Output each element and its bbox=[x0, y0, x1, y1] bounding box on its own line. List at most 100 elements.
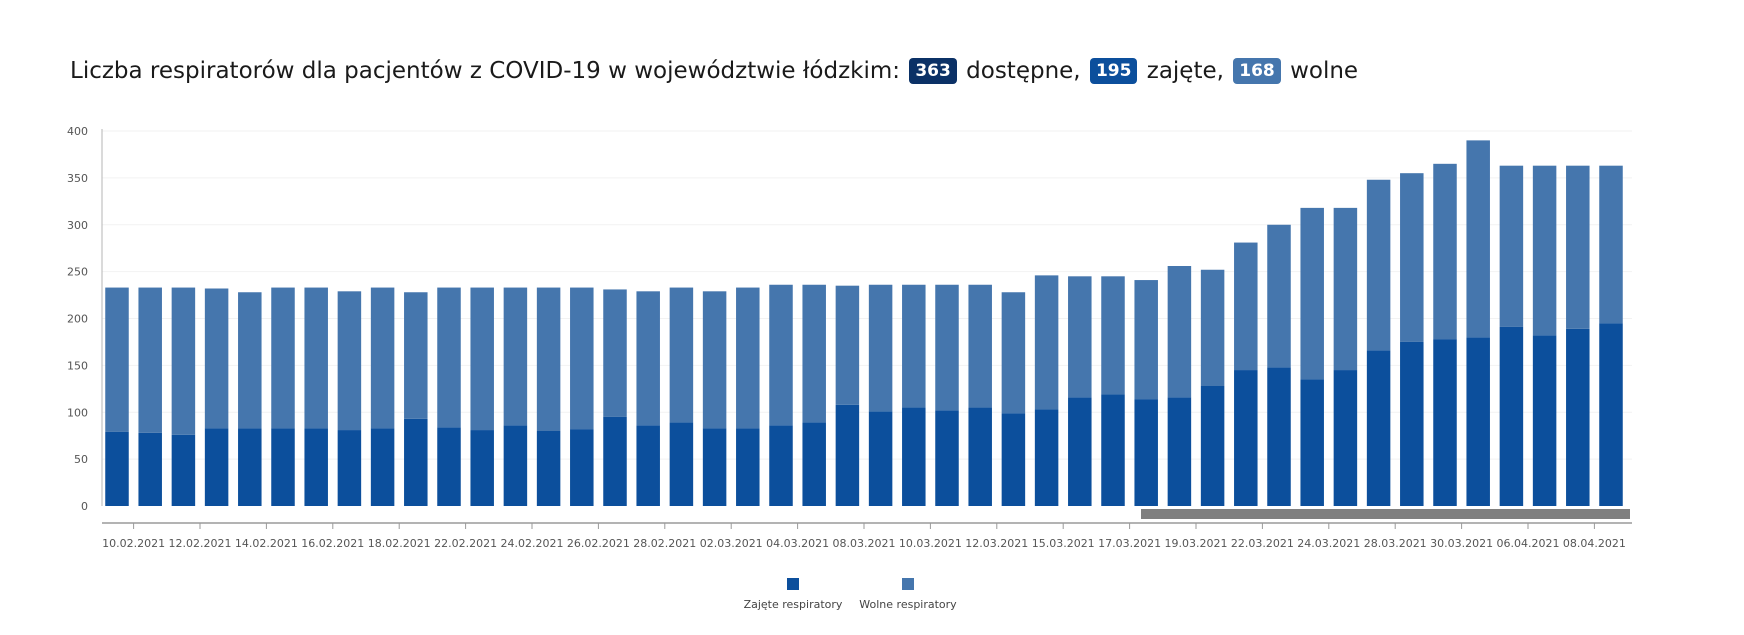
x-tick-label: 28.03.2021 bbox=[1364, 537, 1427, 550]
bar-free bbox=[603, 289, 627, 417]
bar-free bbox=[968, 284, 992, 408]
available-count-badge: 363 bbox=[909, 58, 957, 84]
bar-occupied bbox=[1366, 350, 1391, 506]
bar-occupied bbox=[1001, 413, 1026, 506]
bar-occupied bbox=[1499, 326, 1524, 506]
bar-occupied bbox=[868, 411, 893, 506]
bar-free bbox=[835, 285, 860, 405]
bar-free bbox=[105, 287, 129, 432]
bar-occupied bbox=[1566, 328, 1590, 506]
x-tick-label: 22.02.2021 bbox=[434, 537, 497, 550]
bar-occupied bbox=[1466, 337, 1490, 506]
bar-occupied bbox=[1234, 370, 1258, 506]
bar-occupied bbox=[968, 407, 992, 506]
y-tick-label: 50 bbox=[74, 453, 88, 466]
bar-free bbox=[536, 287, 561, 431]
legend-swatch-occupied bbox=[787, 578, 799, 590]
free-label: wolne bbox=[1290, 58, 1359, 84]
bar-free bbox=[1134, 280, 1158, 400]
bar-occupied bbox=[105, 431, 129, 506]
bar-occupied bbox=[769, 425, 793, 506]
bar-free bbox=[636, 291, 660, 426]
bar-free bbox=[802, 284, 826, 423]
bar-free bbox=[935, 284, 959, 411]
bar-occupied bbox=[636, 425, 660, 506]
y-tick-label: 0 bbox=[81, 500, 88, 513]
bar-free bbox=[271, 287, 295, 429]
x-tick-label: 10.02.2021 bbox=[102, 537, 165, 550]
bar-occupied bbox=[138, 432, 162, 506]
y-tick-label: 250 bbox=[67, 266, 88, 279]
bar-occupied bbox=[1599, 323, 1623, 506]
bar-occupied bbox=[437, 427, 461, 506]
bar-free bbox=[337, 291, 362, 431]
bar-occupied bbox=[1400, 341, 1424, 506]
bar-free bbox=[1101, 276, 1125, 395]
bar-free bbox=[868, 284, 893, 412]
bar-free bbox=[1532, 165, 1557, 336]
bar-free bbox=[370, 287, 395, 429]
bar-free bbox=[238, 292, 262, 429]
bar-occupied bbox=[570, 429, 594, 506]
legend-item-occupied[interactable]: Zajęte respiratory bbox=[738, 578, 848, 611]
bar-occupied bbox=[503, 425, 528, 506]
bar-occupied bbox=[1300, 379, 1324, 506]
bar-free bbox=[1433, 163, 1457, 340]
bar-free bbox=[1566, 165, 1590, 329]
y-tick-label: 200 bbox=[67, 313, 88, 326]
x-tick-label: 15.03.2021 bbox=[1032, 537, 1095, 550]
bar-occupied bbox=[337, 430, 362, 506]
bar-occupied bbox=[1532, 335, 1557, 506]
bar-free bbox=[437, 287, 461, 428]
bar-occupied bbox=[669, 422, 694, 506]
x-tick-label: 24.03.2021 bbox=[1297, 537, 1360, 550]
x-tick-label: 08.03.2021 bbox=[833, 537, 896, 550]
bar-occupied bbox=[1134, 399, 1158, 506]
bar-occupied bbox=[902, 407, 926, 506]
occupied-label: zajęte, bbox=[1146, 58, 1224, 84]
bar-occupied bbox=[204, 428, 229, 506]
legend-label-free: Wolne respiratory bbox=[859, 598, 957, 611]
bar-free bbox=[470, 287, 494, 431]
bar-occupied bbox=[171, 434, 196, 506]
x-tick-label: 14.02.2021 bbox=[235, 537, 298, 550]
stacked-bar-chart: 0 50 100 150 200 250 300 350 400 10.02.2021 12.02.… bbox=[67, 125, 1632, 550]
bar-free bbox=[1200, 269, 1225, 386]
bar-free bbox=[1001, 292, 1026, 414]
y-tick-label: 150 bbox=[67, 359, 88, 372]
bar-free bbox=[1300, 207, 1324, 380]
bar-free bbox=[570, 287, 594, 430]
x-tick-label: 04.03.2021 bbox=[766, 537, 829, 550]
y-tick-label: 100 bbox=[67, 406, 88, 419]
bar-occupied bbox=[603, 416, 627, 506]
bar-occupied bbox=[1433, 339, 1457, 506]
bar-free bbox=[1466, 140, 1490, 338]
x-tick-label: 10.03.2021 bbox=[899, 537, 962, 550]
free-count-badge: 168 bbox=[1233, 58, 1281, 84]
bar-free bbox=[1599, 165, 1623, 324]
bar-occupied bbox=[304, 428, 328, 506]
bar-free bbox=[1267, 224, 1291, 368]
bar-occupied bbox=[1034, 409, 1059, 506]
legend-label-occupied: Zajęte respiratory bbox=[743, 598, 843, 611]
bar-occupied bbox=[1267, 367, 1291, 506]
bar-free bbox=[503, 287, 528, 426]
x-tick-label: 02.03.2021 bbox=[700, 537, 763, 550]
bar-free bbox=[1234, 242, 1258, 371]
range-scrollbar[interactable] bbox=[1141, 509, 1630, 519]
legend-swatch-free bbox=[902, 578, 914, 590]
bar-occupied bbox=[935, 410, 959, 506]
bar-occupied bbox=[1200, 386, 1225, 506]
bar-free bbox=[1167, 266, 1192, 398]
bar-free bbox=[1068, 276, 1092, 398]
bar-occupied bbox=[536, 431, 561, 506]
x-tick-label: 17.03.2021 bbox=[1098, 537, 1161, 550]
x-tick-label: 24.02.2021 bbox=[501, 537, 564, 550]
bar-free bbox=[702, 291, 727, 429]
bar-free bbox=[1333, 207, 1358, 371]
y-tick-label: 400 bbox=[67, 125, 88, 138]
bar-occupied bbox=[1167, 397, 1192, 506]
bar-free bbox=[204, 288, 229, 429]
x-tick-label: 08.04.2021 bbox=[1563, 537, 1626, 550]
legend-item-free[interactable]: Wolne respiratory bbox=[853, 578, 963, 611]
